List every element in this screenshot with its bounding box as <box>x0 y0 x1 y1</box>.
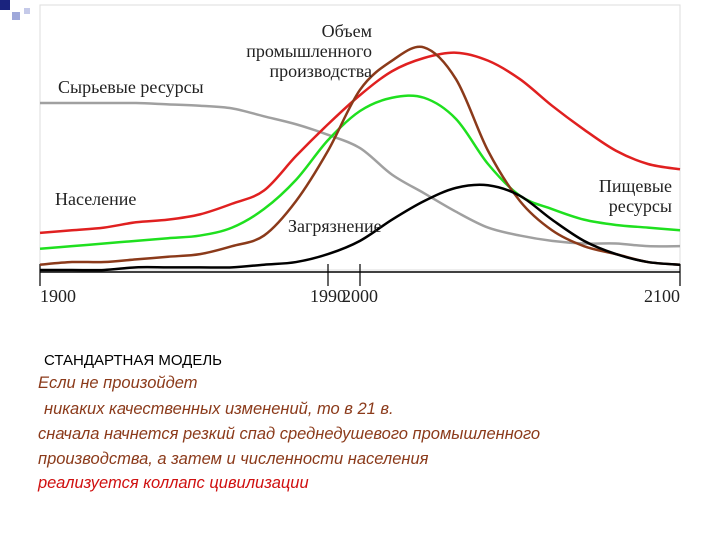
caption-heading: СТАНДАРТНАЯ МОДЕЛЬ <box>44 352 223 369</box>
caption-line: реализуется коллапс цивилизации <box>38 474 309 492</box>
series-label-line: Загрязнение <box>288 216 382 236</box>
x-tick-label: 2100 <box>644 286 680 306</box>
series-label-line: производства <box>270 61 373 81</box>
series-line <box>39 45 681 266</box>
series-label: Объем промышленного производства <box>246 21 372 81</box>
bullet-square <box>24 8 30 14</box>
series-label-line: Сырьевые ресурсы <box>58 77 204 97</box>
bullet-square <box>12 12 20 20</box>
series-line <box>39 51 681 235</box>
series-label-line: ресурсы <box>609 196 672 216</box>
series-label: Сырьевые ресурсы <box>58 77 204 97</box>
series-label: Население <box>55 189 136 209</box>
series-label: Пищевые ресурсы <box>599 176 672 216</box>
x-tick-label: 1900 <box>40 286 76 306</box>
x-tick-label: 2000 <box>342 286 378 306</box>
series-label-line: промышленного <box>246 41 372 61</box>
series-label-line: Пищевые <box>599 176 672 196</box>
bullet-square <box>0 0 10 10</box>
series-line <box>40 183 681 272</box>
series-line <box>39 94 681 251</box>
series-label-line: Объем <box>322 21 372 41</box>
caption-line: сначала начнется резкий спад среднедушев… <box>38 425 541 443</box>
caption-line: никаких качественных изменений, то в 21 … <box>44 400 394 418</box>
series-label-line: Население <box>55 189 136 209</box>
caption-line: производства, а затем и численности насе… <box>38 450 429 468</box>
caption-line: Если не произойдет <box>38 374 198 392</box>
x-tick-label: 1990 <box>310 286 346 306</box>
series-label: Загрязнение <box>288 216 382 236</box>
